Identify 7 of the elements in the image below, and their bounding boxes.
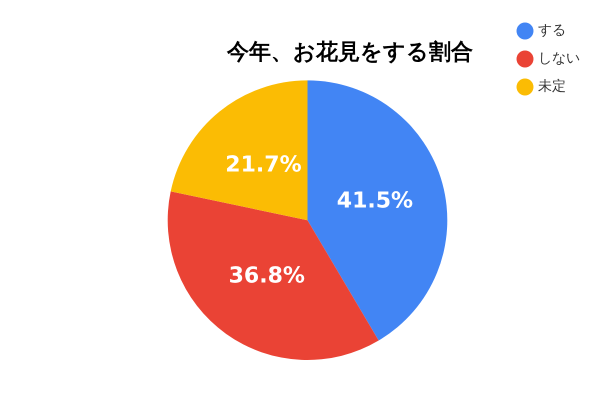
legend-label: する (538, 22, 566, 39)
legend-label: 未定 (538, 78, 566, 95)
data-label: 36.8% (228, 264, 305, 289)
data-label: 21.7% (225, 152, 302, 178)
legend-label: しない (538, 50, 580, 67)
data-label: 41.5% (336, 188, 414, 214)
text: 今年、お花見をする割合 (226, 40, 473, 65)
